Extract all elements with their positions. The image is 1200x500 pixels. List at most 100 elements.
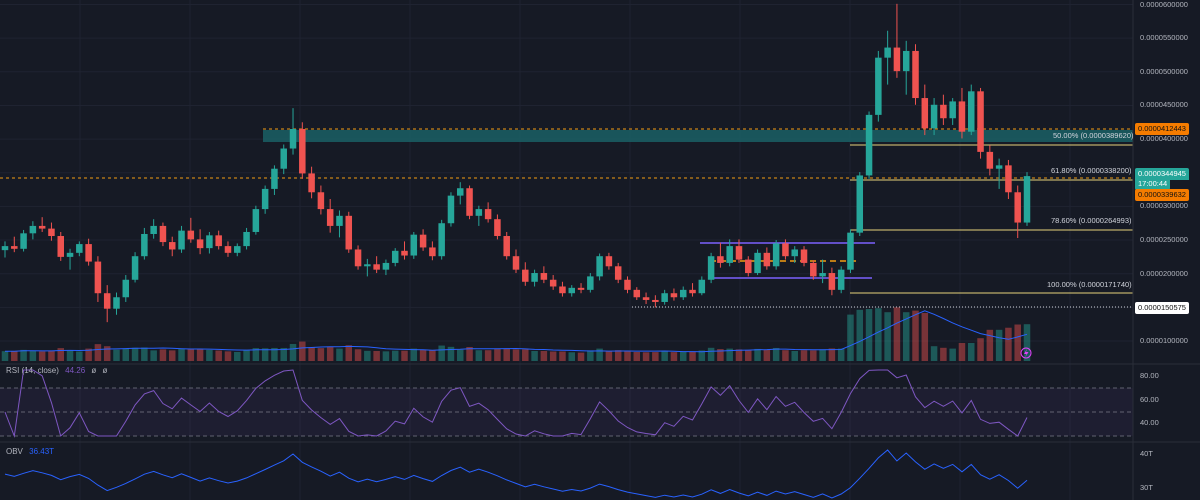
volume-bar — [308, 347, 315, 361]
volume-bar — [512, 349, 520, 361]
obv-tick-30t: 30T — [1140, 483, 1153, 492]
volume-bar — [326, 347, 334, 361]
rsi-tick-60: 60.00 — [1140, 395, 1159, 404]
candle-body — [48, 228, 55, 237]
volume-bar — [977, 338, 984, 361]
candle-body — [252, 209, 260, 232]
candle-body — [1005, 165, 1012, 193]
candle-body — [782, 243, 789, 257]
volume-bar — [828, 348, 836, 361]
volume-bar — [819, 349, 826, 361]
volume-bar — [670, 352, 678, 361]
rsi-band — [0, 388, 1133, 436]
candle-body — [234, 246, 241, 253]
volume-bar — [280, 347, 287, 361]
volume-bar — [968, 343, 975, 361]
volume-bar — [94, 344, 102, 361]
candle-body — [633, 289, 641, 298]
candle-body — [206, 235, 213, 249]
candle-body — [1, 246, 9, 251]
candle-body — [884, 47, 891, 58]
volume-bar — [234, 351, 241, 361]
volume-bar — [261, 348, 269, 361]
volume-bar — [745, 350, 752, 361]
volume-bar — [168, 350, 176, 361]
candle-body — [698, 279, 706, 294]
candle-body — [1023, 176, 1031, 223]
obv-legend[interactable]: OBV 36.43T — [6, 447, 54, 456]
price-axis-tick: 0.0000500000 — [1140, 66, 1188, 76]
volume-bar — [717, 349, 724, 361]
candle-body — [373, 264, 380, 270]
volume-bar — [522, 349, 529, 361]
volume-bar — [215, 350, 222, 361]
candle-body — [596, 256, 603, 277]
candle-body — [457, 188, 464, 196]
volume-bar — [252, 348, 260, 361]
candle-body — [577, 287, 585, 290]
volume-bar — [614, 350, 622, 361]
candle-body — [11, 246, 18, 249]
volume-bar — [289, 343, 297, 361]
volume-bar — [633, 351, 641, 361]
candle-body — [819, 273, 826, 277]
candle-body — [410, 234, 418, 256]
price-axis-tick: 0.0000600000 — [1140, 0, 1188, 9]
price-axis-tick: 0.0000550000 — [1140, 33, 1188, 43]
candle-body — [20, 233, 27, 249]
volume-bar — [122, 348, 130, 361]
fib-label-78-6: 78.60% (0.0000264993) — [1051, 216, 1132, 225]
volume-bar — [856, 309, 864, 361]
candlestick-series — [1, 3, 1031, 323]
candle-body — [29, 225, 37, 234]
candle-body — [168, 242, 176, 250]
candle-body — [94, 261, 102, 294]
annotation-layer — [0, 128, 1133, 308]
candle-body — [131, 256, 139, 280]
volume-bar — [345, 345, 353, 361]
current-price-tag: 0.0000344945 — [1135, 168, 1189, 180]
candle-body — [791, 249, 798, 257]
obv-tick-40t: 40T — [1140, 449, 1153, 458]
fib-label-100: 100.00% (0.0000171740) — [1047, 280, 1132, 289]
candle-body — [122, 279, 130, 298]
rsi-title: RSI (14, close) — [6, 366, 59, 375]
price-axis-tick: 0.0000100000 — [1140, 336, 1188, 345]
rsi-line — [4, 369, 1028, 438]
candle-body — [856, 175, 864, 233]
candle-body — [76, 244, 83, 253]
volume-bar — [642, 352, 650, 361]
lightning-icon[interactable] — [1020, 347, 1032, 359]
volume-bar — [624, 351, 631, 361]
volume-bar — [837, 348, 845, 361]
volume-bar — [419, 349, 427, 361]
volume-bar — [763, 349, 771, 361]
price-axis-tick: 0.0000300000 — [1140, 201, 1188, 211]
candle-body — [559, 286, 566, 294]
volume-bar — [20, 349, 27, 361]
volume-bar — [336, 348, 343, 361]
candle-body — [85, 244, 92, 262]
candle-body — [912, 50, 919, 99]
volume-bar — [206, 349, 213, 361]
candle-body — [624, 279, 631, 290]
volume-bar — [559, 351, 566, 361]
volume-bar — [707, 347, 715, 361]
candle-body — [317, 192, 325, 210]
candle-body — [364, 264, 371, 267]
volume-bar — [689, 351, 696, 361]
supply-zone — [263, 130, 1133, 142]
volume-bar — [875, 308, 882, 361]
candle-body — [475, 209, 483, 216]
candle-body — [893, 47, 901, 72]
volume-bars — [1, 307, 1031, 361]
candle-body — [494, 219, 501, 237]
volume-bar — [503, 348, 510, 361]
candle-body — [717, 256, 724, 263]
candle-body — [66, 252, 74, 257]
candle-body — [670, 293, 678, 298]
volume-bar — [475, 350, 483, 361]
rsi-legend[interactable]: RSI (14, close) 44.26 ø ø — [6, 366, 107, 375]
volume-bar — [38, 351, 46, 361]
